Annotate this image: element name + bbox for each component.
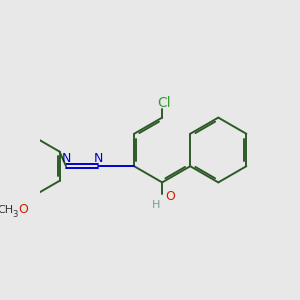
Text: CH: CH	[0, 205, 13, 215]
Text: O: O	[18, 203, 28, 216]
Text: Cl: Cl	[157, 96, 171, 110]
Text: 3: 3	[12, 210, 18, 219]
Text: N: N	[94, 152, 103, 165]
Text: N: N	[61, 152, 71, 165]
Text: H: H	[152, 200, 160, 210]
Text: O: O	[165, 190, 175, 203]
